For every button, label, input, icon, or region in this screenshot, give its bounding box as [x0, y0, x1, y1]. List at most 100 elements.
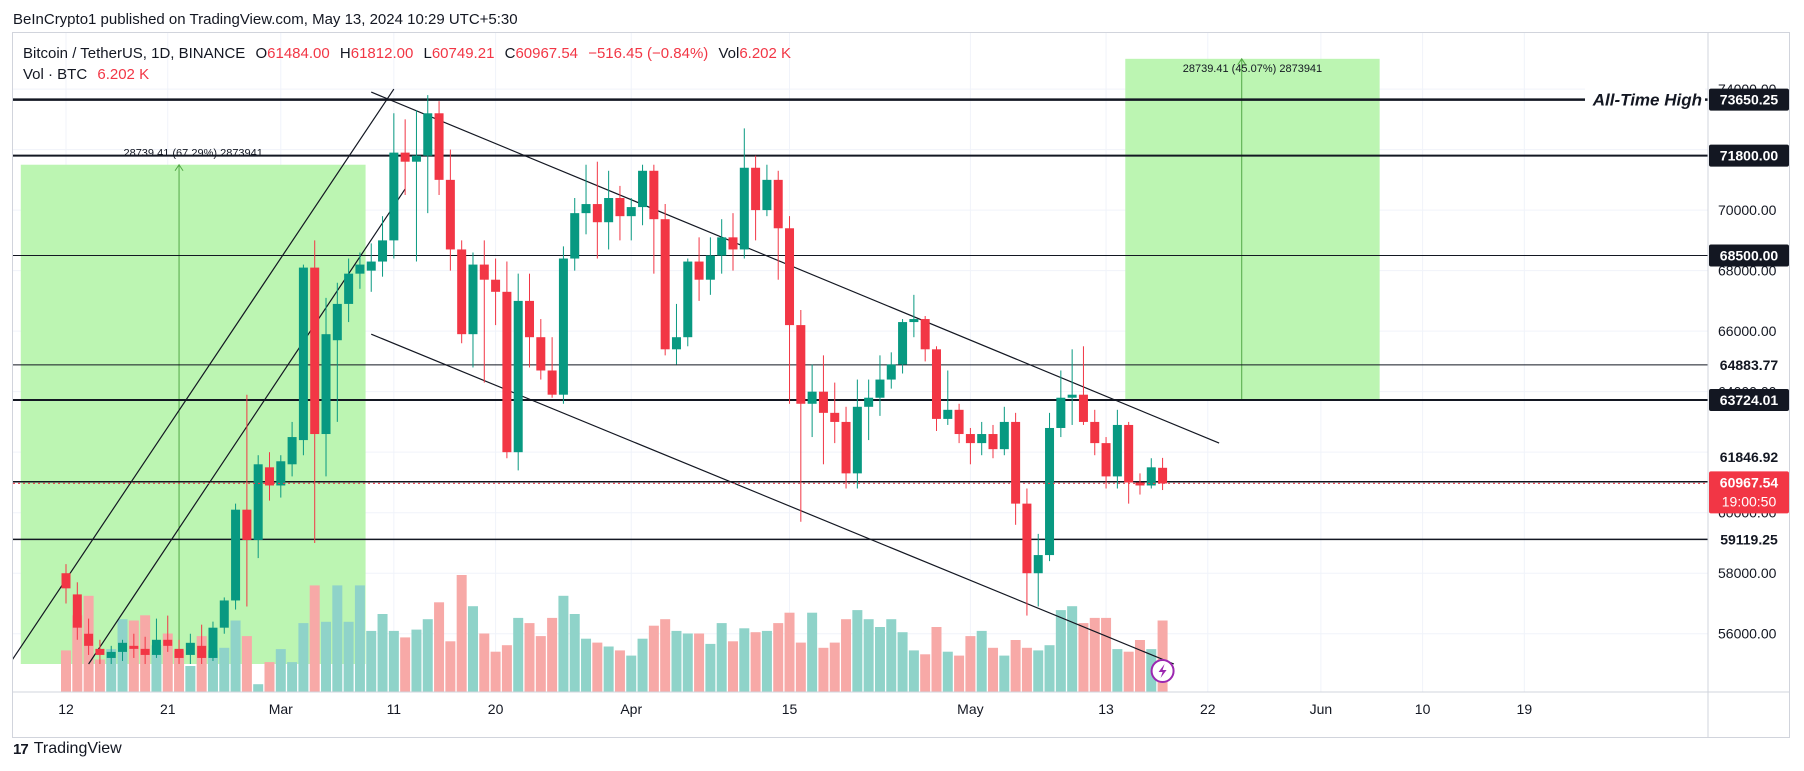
- tradingview-brand[interactable]: TradingView: [33, 740, 122, 757]
- candle-body[interactable]: [581, 204, 591, 214]
- candle-body[interactable]: [185, 642, 195, 655]
- candle-body[interactable]: [1158, 467, 1168, 484]
- candle-body[interactable]: [547, 370, 557, 395]
- candle-body[interactable]: [728, 237, 738, 250]
- candle-body[interactable]: [1033, 555, 1043, 574]
- candle-body[interactable]: [570, 213, 580, 259]
- candle-body[interactable]: [1067, 394, 1077, 398]
- candle-body[interactable]: [457, 249, 467, 335]
- candle-body[interactable]: [875, 379, 885, 398]
- candle-body[interactable]: [536, 337, 546, 371]
- candle-body[interactable]: [841, 421, 851, 474]
- candle-body[interactable]: [898, 322, 908, 365]
- candle-body[interactable]: [118, 642, 128, 652]
- candle-body[interactable]: [660, 219, 670, 350]
- candle-body[interactable]: [818, 391, 828, 413]
- candle-body[interactable]: [1090, 421, 1100, 444]
- candle-body[interactable]: [344, 273, 354, 304]
- candle-body[interactable]: [751, 167, 761, 211]
- candle-body[interactable]: [253, 464, 263, 540]
- candle-body[interactable]: [1124, 424, 1134, 483]
- candle-body[interactable]: [796, 325, 806, 404]
- candle-body[interactable]: [785, 228, 795, 326]
- candle-body[interactable]: [852, 406, 862, 474]
- candle-body[interactable]: [683, 261, 693, 338]
- candle-body[interactable]: [604, 198, 614, 223]
- candle-body[interactable]: [965, 434, 975, 444]
- candle-body[interactable]: [830, 412, 840, 422]
- candle-body[interactable]: [886, 364, 896, 380]
- candle-body[interactable]: [174, 648, 184, 658]
- candle-body[interactable]: [332, 303, 342, 341]
- candle-body[interactable]: [423, 113, 433, 156]
- trendline[interactable]: [9, 88, 395, 664]
- candle-body[interactable]: [468, 264, 478, 335]
- candle-body[interactable]: [219, 600, 229, 628]
- candle-body[interactable]: [807, 391, 817, 404]
- candle-body[interactable]: [140, 648, 150, 655]
- candle-body[interactable]: [1146, 467, 1156, 486]
- measure-zone[interactable]: [1125, 58, 1380, 401]
- candle-body[interactable]: [931, 349, 941, 419]
- candle-body[interactable]: [649, 170, 659, 220]
- candle-body[interactable]: [95, 648, 105, 655]
- candle-body[interactable]: [988, 434, 998, 450]
- candle-body[interactable]: [310, 267, 320, 435]
- candle-body[interactable]: [400, 152, 410, 162]
- trendline[interactable]: [371, 91, 1220, 444]
- measure-zone[interactable]: [20, 164, 366, 664]
- candle-body[interactable]: [366, 261, 376, 271]
- candle-body[interactable]: [242, 509, 252, 540]
- candle-body[interactable]: [61, 573, 71, 589]
- candle-body[interactable]: [321, 334, 331, 435]
- candle-body[interactable]: [378, 240, 388, 262]
- candle-body[interactable]: [445, 179, 455, 250]
- candle-body[interactable]: [705, 255, 715, 280]
- candle-body[interactable]: [491, 279, 501, 292]
- candle-body[interactable]: [1135, 482, 1145, 486]
- candle-body[interactable]: [694, 261, 704, 280]
- candle-body[interactable]: [151, 639, 161, 655]
- candle-body[interactable]: [264, 467, 274, 486]
- candle-body[interactable]: [106, 651, 116, 658]
- candle-body[interactable]: [999, 421, 1009, 450]
- candle-body[interactable]: [231, 509, 241, 601]
- candle-body[interactable]: [592, 204, 602, 223]
- candle-body[interactable]: [864, 397, 874, 407]
- candle-body[interactable]: [739, 167, 749, 250]
- candle-body[interactable]: [298, 267, 308, 441]
- candle-body[interactable]: [558, 258, 568, 395]
- candle-body[interactable]: [1112, 424, 1122, 477]
- candle-body[interactable]: [129, 645, 139, 649]
- candle-body[interactable]: [434, 113, 444, 180]
- candle-body[interactable]: [389, 152, 399, 241]
- candle-body[interactable]: [717, 237, 727, 256]
- candle-body[interactable]: [1056, 397, 1066, 428]
- candle-body[interactable]: [1022, 503, 1032, 574]
- candle-body[interactable]: [943, 409, 953, 419]
- candle-body[interactable]: [525, 300, 535, 338]
- candle-body[interactable]: [355, 264, 365, 274]
- candle-body[interactable]: [72, 594, 82, 628]
- candle-body[interactable]: [954, 409, 964, 435]
- candle-body[interactable]: [208, 627, 218, 658]
- candle-body[interactable]: [1011, 421, 1021, 504]
- candle-body[interactable]: [1078, 394, 1088, 422]
- candle-body[interactable]: [977, 434, 987, 444]
- candle-body[interactable]: [513, 300, 523, 453]
- candle-body[interactable]: [626, 207, 636, 217]
- candle-body[interactable]: [1101, 443, 1111, 477]
- candle-body[interactable]: [1045, 427, 1055, 556]
- candle-body[interactable]: [479, 264, 489, 280]
- candle-body[interactable]: [411, 155, 421, 162]
- candle-body[interactable]: [762, 179, 772, 211]
- candle-body[interactable]: [502, 291, 512, 453]
- candle-body[interactable]: [909, 319, 919, 323]
- candle-body[interactable]: [84, 633, 94, 646]
- candle-body[interactable]: [197, 645, 207, 658]
- candle-body[interactable]: [163, 639, 173, 646]
- candle-body[interactable]: [671, 337, 681, 350]
- candle-body[interactable]: [638, 170, 648, 208]
- candle-body[interactable]: [920, 319, 930, 350]
